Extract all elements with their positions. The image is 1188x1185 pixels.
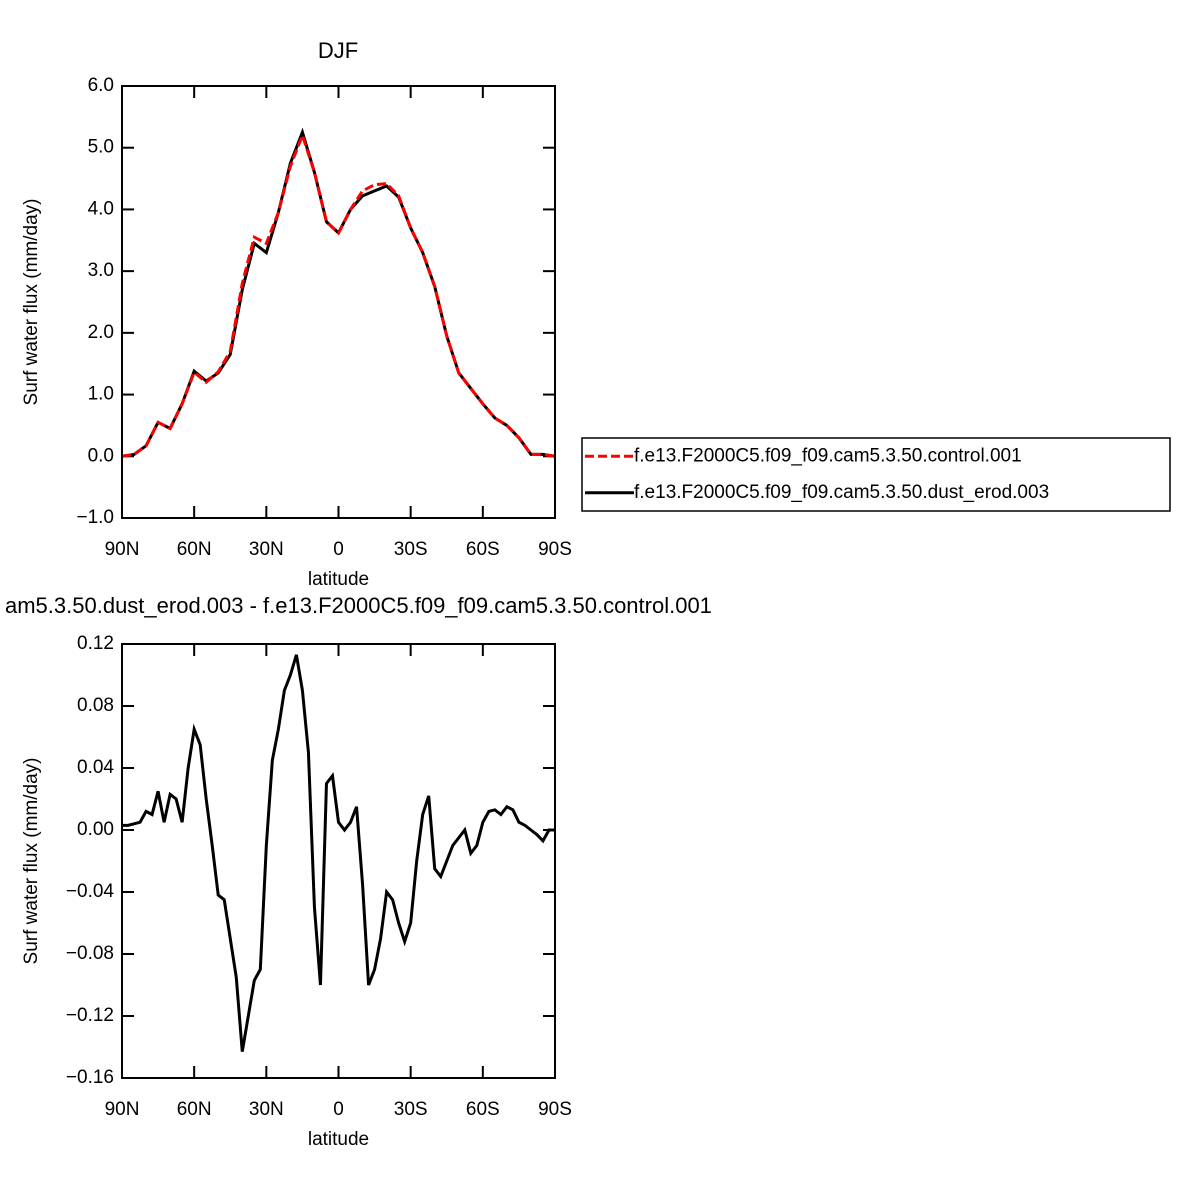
data-line (121, 130, 556, 458)
x-tick-label: 30N (249, 1099, 284, 1120)
y-tick-label: 4.0 (88, 198, 114, 219)
x-tick-label: 0 (333, 1099, 344, 1120)
legend-box (581, 437, 1171, 512)
x-tick-label: 90N (105, 539, 140, 560)
y-tick-label: −0.12 (66, 1005, 114, 1026)
x-axis-label: latitude (308, 569, 369, 590)
x-tick-label: 30N (249, 539, 284, 560)
legend-label: f.e13.F2000C5.f09_f09.cam5.3.50.control.… (634, 445, 1022, 466)
y-tick-label: −0.04 (66, 881, 115, 902)
y-tick-label: 0.12 (77, 633, 114, 654)
y-axis-label: Surf water flux (mm/day) (21, 758, 42, 965)
y-tick-label: 6.0 (88, 75, 114, 96)
y-tick-label: 0.04 (77, 757, 114, 778)
x-tick-label: 90N (105, 1099, 140, 1120)
data-line (121, 127, 556, 458)
x-tick-label: 60S (466, 1099, 500, 1120)
plot-frame (121, 85, 556, 519)
x-tick-label: 60S (466, 539, 500, 560)
y-tick-label: 0.0 (88, 445, 114, 466)
y-tick-label: −1.0 (76, 507, 114, 528)
x-tick-label: 90S (538, 539, 572, 560)
y-tick-label: 0.08 (77, 695, 114, 716)
chart-title: am5.3.50.dust_erod.003 - f.e13.F2000C5.f… (5, 593, 712, 618)
chart-title: DJF (318, 38, 358, 63)
x-tick-label: 60N (177, 1099, 212, 1120)
y-tick-label: 3.0 (88, 260, 114, 281)
x-tick-label: 30S (394, 539, 428, 560)
x-tick-label: 90S (538, 1099, 572, 1120)
y-tick-label: −0.16 (66, 1067, 114, 1088)
y-tick-label: 0.00 (77, 819, 114, 840)
x-axis-label: latitude (308, 1129, 369, 1150)
x-tick-label: 30S (394, 1099, 428, 1120)
x-tick-label: 0 (333, 539, 344, 560)
y-tick-label: 1.0 (88, 384, 114, 405)
y-tick-label: 5.0 (88, 137, 114, 158)
plot-frame (121, 643, 556, 1079)
legend-label: f.e13.F2000C5.f09_f09.cam5.3.50.dust_ero… (634, 482, 1049, 503)
data-line (122, 654, 555, 1052)
y-axis-label: Surf water flux (mm/day) (21, 199, 42, 406)
x-tick-label: 60N (177, 539, 212, 560)
y-tick-label: 2.0 (88, 322, 114, 343)
y-tick-label: −0.08 (66, 943, 114, 964)
